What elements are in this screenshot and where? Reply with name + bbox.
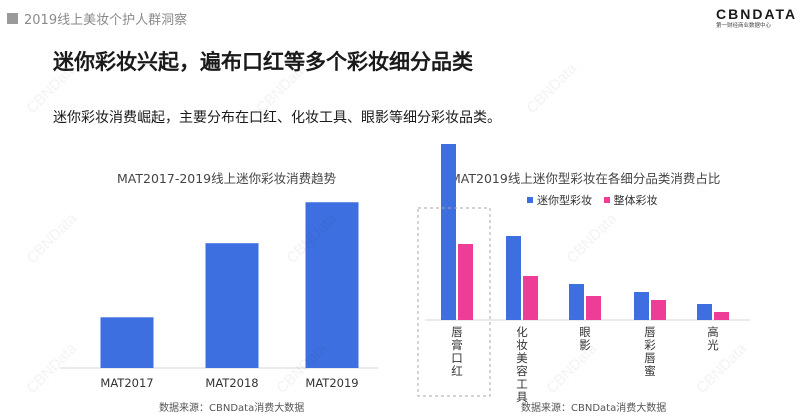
left-tick-label-mat2019: MAT2019: [305, 376, 358, 390]
legend-label-overall: 整体彩妆: [613, 194, 658, 207]
slide-subtitle: 迷你彩妆消费崛起，主要分布在口红、化妆工具、眼影等细分彩妆品类。: [53, 110, 501, 126]
logo-subtext: 第一财经商业数据中心: [716, 23, 772, 29]
right-tick-label-3: 眼影: [579, 325, 591, 352]
right-bar-mini-3: [569, 284, 584, 320]
right-bar-mini-5: [697, 304, 712, 320]
right-bar-overall-2: [523, 276, 538, 320]
right-chart-source: 数据来源：CBNData消费大数据: [521, 403, 667, 414]
left-tick-label-mat2017: MAT2017: [100, 376, 153, 390]
legend-swatch-overall: [603, 197, 610, 203]
legend-label-mini: 迷你型彩妆: [537, 194, 592, 207]
left-bar-mat2019: [305, 202, 359, 368]
legend-item-overall: 整体彩妆: [603, 192, 658, 208]
right-chart-legend: 迷你型彩妆 整体彩妆: [527, 192, 666, 208]
highlight-box-lipstick: [417, 207, 491, 397]
left-bar-mat2018: [205, 243, 259, 368]
right-chart-title: MAT2019线上迷你型彩妆在各细分品类消费占比: [450, 171, 721, 186]
left-bar-mat2017: [100, 317, 154, 368]
right-tick-label-1: 唇膏口红: [451, 325, 463, 378]
left-chart-title: MAT2017-2019线上迷你彩妆消费趋势: [117, 171, 337, 186]
left-chart-source: 数据来源：CBNData消费大数据: [159, 403, 305, 414]
cbndata-logo: CBNDATA 第一财经商业数据中心: [716, 6, 798, 29]
header-bar: 2019线上美妆个护人群洞察 CBNDATA 第一财经商业数据中心: [0, 0, 800, 40]
right-bar-overall-5: [714, 312, 729, 320]
right-tick-label-4: 唇彩唇蜜: [644, 325, 656, 378]
report-title: 2019线上美妆个护人群洞察: [24, 13, 188, 28]
right-bar-mini-1: [441, 144, 456, 320]
right-tick-label-2: 化妆美容工具: [516, 325, 528, 404]
right-tick-label-5: 高光: [707, 325, 719, 352]
right-bar-overall-4: [651, 300, 666, 320]
right-bar-overall-1: [458, 244, 473, 320]
logo-text: CBNDATA: [716, 6, 798, 22]
header-square-icon: [7, 13, 18, 24]
right-bar-overall-3: [586, 296, 601, 320]
right-bar-mini-4: [634, 292, 649, 320]
legend-swatch-mini: [527, 197, 533, 203]
slide-title: 迷你彩妆兴起，遍布口红等多个彩妆细分品类: [53, 50, 473, 74]
legend-item-mini: 迷你型彩妆: [527, 192, 592, 208]
left-tick-label-mat2018: MAT2018: [205, 376, 258, 390]
right-bar-mini-2: [506, 236, 521, 320]
